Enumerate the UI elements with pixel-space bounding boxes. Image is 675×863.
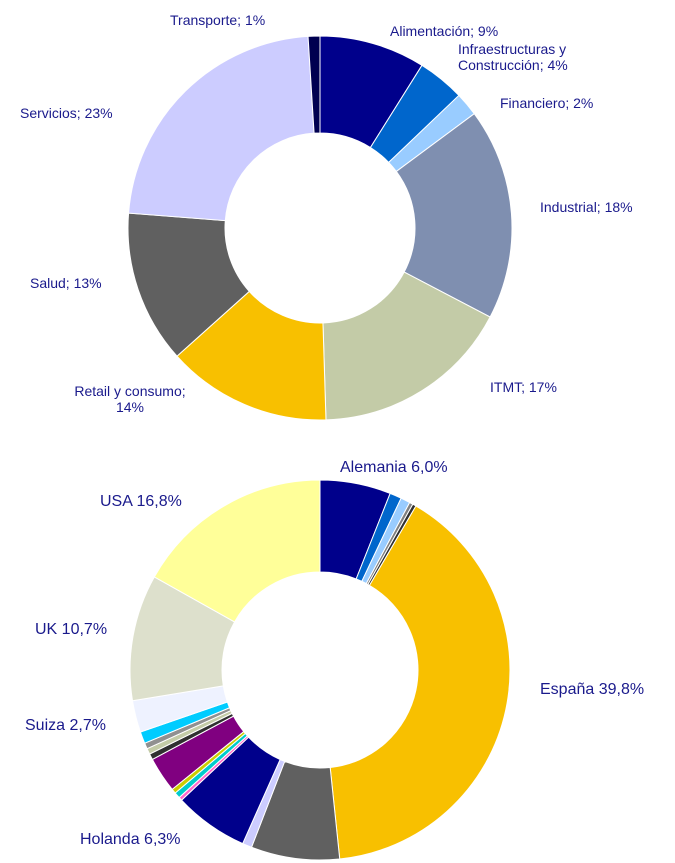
slice bbox=[329, 505, 511, 860]
slice-label: Retail y consumo; 14% bbox=[74, 383, 185, 415]
slice-label: Servicios; 23% bbox=[20, 105, 113, 121]
country-chart: Alemania 6,0% España 39,8% Holanda 6,3% Sui… bbox=[25, 459, 644, 861]
slice-label: Salud; 13% bbox=[30, 275, 102, 291]
slice-label: Financiero; 2% bbox=[500, 95, 593, 111]
slice bbox=[307, 35, 321, 134]
sector-chart: Alimentación; 9% Infraestructuras y Constr… bbox=[20, 12, 633, 421]
slice-label: ITMT; 17% bbox=[490, 379, 557, 395]
slice-label: Alemania 6,0% bbox=[340, 459, 448, 476]
label-line: España 39,8% bbox=[540, 681, 644, 698]
slice-label: UK 10,7% bbox=[35, 621, 107, 638]
label-line: Servicios; 23% bbox=[20, 105, 113, 121]
label-line: Suiza 2,7% bbox=[25, 717, 106, 734]
label-line: Industrial; 18% bbox=[540, 199, 633, 215]
label-line: 14% bbox=[116, 399, 144, 415]
label-line: Alemania 6,0% bbox=[340, 459, 448, 476]
label-line: Financiero; 2% bbox=[500, 95, 593, 111]
slice-label: Suiza 2,7% bbox=[25, 717, 106, 734]
label-line: Alimentación; 9% bbox=[390, 23, 498, 39]
label-line: UK 10,7% bbox=[35, 621, 107, 638]
label-line: USA 16,8% bbox=[100, 493, 182, 510]
slice bbox=[395, 113, 513, 318]
label-line: Infraestructuras y bbox=[458, 41, 566, 57]
slice-label: Infraestructuras y Construcción; 4% bbox=[458, 41, 568, 73]
label-line: ITMT; 17% bbox=[490, 379, 557, 395]
slice bbox=[322, 271, 491, 421]
slice-label: Transporte; 1% bbox=[170, 12, 265, 28]
slice bbox=[153, 479, 321, 623]
slice bbox=[128, 35, 315, 222]
slice-label: USA 16,8% bbox=[100, 493, 182, 510]
slice-label: Holanda 6,3% bbox=[80, 831, 181, 848]
label-line: Holanda 6,3% bbox=[80, 831, 181, 848]
slice-label: Alimentación; 9% bbox=[390, 23, 498, 39]
label-line: Retail y consumo; bbox=[74, 383, 185, 399]
slice-label: España 39,8% bbox=[540, 681, 644, 698]
label-line: Construcción; 4% bbox=[458, 57, 568, 73]
label-line: Salud; 13% bbox=[30, 275, 102, 291]
label-line: Transporte; 1% bbox=[170, 12, 265, 28]
slice-label: Industrial; 18% bbox=[540, 199, 633, 215]
